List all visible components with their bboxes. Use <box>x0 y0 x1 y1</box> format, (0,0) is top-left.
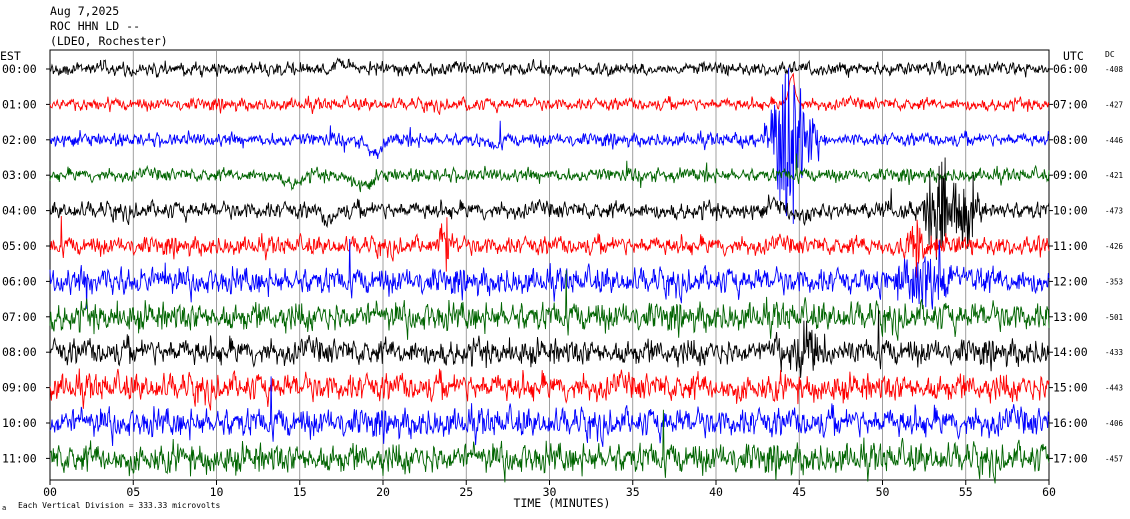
trace-line <box>49 238 1050 310</box>
est-row-label: 05:00 <box>2 239 37 253</box>
header-date: Aug 7,2025 <box>50 4 119 18</box>
est-row-label: 01:00 <box>2 97 37 111</box>
est-row-label: 09:00 <box>2 381 37 395</box>
utc-row-label: 12:00 <box>1053 274 1088 288</box>
utc-row-label: 06:00 <box>1053 62 1088 76</box>
est-row-label: 08:00 <box>2 345 37 359</box>
trace-line <box>49 215 1050 278</box>
trace-line <box>49 270 1050 341</box>
utc-row-label: 15:00 <box>1053 381 1088 395</box>
utc-row-label: 08:00 <box>1053 133 1088 147</box>
est-row-label: 11:00 <box>2 451 37 465</box>
est-row-label: 03:00 <box>2 168 37 182</box>
x-tick-label: 00 <box>43 485 57 499</box>
x-tick-label: 05 <box>126 485 140 499</box>
utc-row-label: 13:00 <box>1053 310 1088 324</box>
trace-line <box>49 309 1050 378</box>
dc-offset-label: -427 <box>1105 100 1123 109</box>
x-tick-label: 55 <box>959 485 973 499</box>
dc-offset-label: -501 <box>1105 313 1123 322</box>
x-axis-title: TIME (MINUTES) <box>514 496 611 510</box>
x-tick-label: 20 <box>376 485 390 499</box>
footer-note: Each Vertical Division = 333.33 microvol… <box>18 501 220 510</box>
x-tick-label: 40 <box>709 485 723 499</box>
est-row-label: 10:00 <box>2 416 37 430</box>
x-tick-label: 10 <box>210 485 224 499</box>
trace-line <box>49 409 1050 484</box>
utc-row-label: 16:00 <box>1053 416 1088 430</box>
utc-row-label: 11:00 <box>1053 239 1088 253</box>
trace-line <box>49 376 1050 447</box>
trace-line <box>50 57 1050 78</box>
utc-row-label: 14:00 <box>1053 345 1088 359</box>
dc-offset-label: -443 <box>1105 384 1123 393</box>
dc-offset-label: -433 <box>1105 348 1123 357</box>
label-group: 00 05 10 15 20 25 30 35 40 45 50 55 60 00:00 06:00 -408… <box>2 62 1124 499</box>
x-tick-label: 50 <box>876 485 890 499</box>
header-network: (LDEO, Rochester) <box>50 34 168 48</box>
header-station: ROC HHN LD -- <box>50 19 140 33</box>
footer-mark-icon: a <box>2 504 6 512</box>
est-row-label: 00:00 <box>2 62 37 76</box>
trace-line <box>49 153 1050 193</box>
chart-grid <box>46 49 1053 485</box>
est-row-label: 02:00 <box>2 133 37 147</box>
dc-offset-label: -457 <box>1105 454 1123 463</box>
est-label: EST <box>0 49 21 63</box>
est-row-label: 04:00 <box>2 204 37 218</box>
trace-line <box>49 67 1050 224</box>
utc-row-label: 17:00 <box>1053 451 1088 465</box>
x-tick-label: 30 <box>543 485 557 499</box>
dc-offset-label: -473 <box>1105 207 1123 216</box>
trace-group <box>49 57 1050 484</box>
dc-offset-label: -446 <box>1105 136 1124 145</box>
x-tick-label: 35 <box>626 485 640 499</box>
x-tick-label: 25 <box>459 485 473 499</box>
trace-line <box>49 368 1050 411</box>
trace-line <box>49 157 1050 260</box>
dc-offset-label: -421 <box>1105 171 1123 180</box>
est-row-label: 07:00 <box>2 310 37 324</box>
utc-row-label: 09:00 <box>1053 168 1088 182</box>
dc-offset-label: -353 <box>1105 277 1123 286</box>
dc-label: DC <box>1105 50 1115 59</box>
dc-offset-label: -408 <box>1105 65 1124 74</box>
est-row-label: 06:00 <box>2 274 37 288</box>
dc-offset-label: -406 <box>1105 419 1124 428</box>
x-tick-label: 60 <box>1042 485 1056 499</box>
dc-offset-label: -426 <box>1105 242 1124 251</box>
x-tick-label: 15 <box>293 485 307 499</box>
utc-row-label: 07:00 <box>1053 97 1088 111</box>
utc-row-label: 10:00 <box>1053 204 1088 218</box>
trace-line <box>49 72 1050 115</box>
x-tick-label: 45 <box>792 485 806 499</box>
utc-label: UTC <box>1063 49 1084 63</box>
